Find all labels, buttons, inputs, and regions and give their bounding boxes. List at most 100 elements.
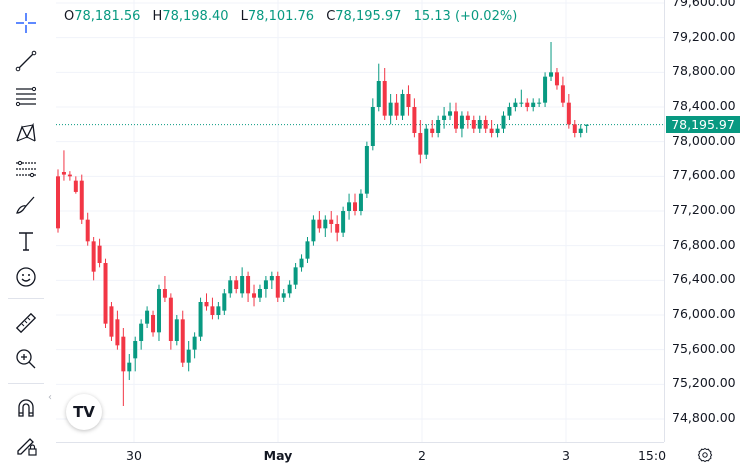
time-tick-label: 2 xyxy=(418,448,426,463)
low-value: 78,101.76 xyxy=(247,9,315,24)
candle-body xyxy=(216,306,221,315)
magnet-icon[interactable] xyxy=(8,394,44,424)
candle-body xyxy=(477,120,482,129)
candle-body xyxy=(56,176,60,229)
price-tick-label: 78,800.00 xyxy=(672,63,736,79)
candle-body xyxy=(234,280,239,289)
candle-body xyxy=(299,258,304,268)
candle-body xyxy=(246,276,251,294)
fib-retracement-icon[interactable] xyxy=(8,82,44,112)
time-tick-label: 3 xyxy=(562,448,570,463)
open-label: O xyxy=(64,9,75,24)
price-tick-label: 76,000.00 xyxy=(672,306,736,321)
candle-body xyxy=(394,102,399,116)
tradingview-logo[interactable]: TV xyxy=(66,394,102,430)
candle-body xyxy=(501,115,506,129)
chart-settings-icon[interactable] xyxy=(697,447,713,463)
candle-body xyxy=(537,102,542,104)
candle-body xyxy=(192,336,197,350)
toolbar-divider xyxy=(8,383,44,384)
candle-body xyxy=(560,85,565,103)
candle-body xyxy=(240,276,245,294)
candle-body xyxy=(61,172,66,175)
low-label: L xyxy=(240,9,248,24)
candle-body xyxy=(317,219,322,229)
candle-body xyxy=(91,241,96,272)
candle-body xyxy=(257,289,262,298)
zoom-icon[interactable] xyxy=(8,344,44,374)
price-tick-label: 77,600.00 xyxy=(672,167,736,183)
candle-body xyxy=(228,280,233,294)
lock-draw-icon[interactable] xyxy=(8,430,44,460)
brush-icon[interactable] xyxy=(8,190,44,220)
candle-body xyxy=(281,293,286,298)
high-label: H xyxy=(152,9,163,24)
candle-body xyxy=(507,107,512,116)
candle-body xyxy=(162,289,167,298)
trend-line-icon[interactable] xyxy=(8,46,44,76)
candle-body xyxy=(293,267,298,285)
candle-body xyxy=(448,111,453,116)
candle-body xyxy=(73,180,78,192)
price-tick-label: 77,200.00 xyxy=(672,202,736,217)
toolbar-divider xyxy=(8,298,44,299)
candle-body xyxy=(584,124,589,126)
candle-body xyxy=(180,319,185,363)
candle-body xyxy=(79,180,84,220)
candle-body xyxy=(358,193,363,211)
candle-body xyxy=(341,211,346,233)
current-price-tag: 78,195.97 xyxy=(666,116,740,133)
candle-body xyxy=(531,102,536,107)
candle-body xyxy=(210,306,215,315)
candle-body xyxy=(549,72,554,77)
candle-body xyxy=(275,276,280,298)
candle-body xyxy=(459,115,464,129)
candle-body xyxy=(145,310,150,324)
candle-body xyxy=(353,202,357,211)
close-label: C xyxy=(326,9,336,24)
emoji-icon[interactable] xyxy=(8,262,44,292)
open-value: 78,181.56 xyxy=(74,9,141,24)
candle-body xyxy=(156,289,161,333)
text-icon[interactable] xyxy=(8,226,44,256)
candle-body xyxy=(97,245,102,263)
price-tick-label: 75,600.00 xyxy=(672,340,736,356)
candle-body xyxy=(566,102,571,125)
candle-body xyxy=(335,224,340,233)
price-tick-label: 74,800.00 xyxy=(672,410,736,425)
high-value: 78,198.40 xyxy=(162,9,229,24)
candle-body xyxy=(572,124,577,133)
candle-body xyxy=(186,349,191,363)
candle-body xyxy=(109,306,114,337)
candle-body xyxy=(495,128,500,133)
pattern-icon[interactable] xyxy=(8,118,44,148)
candle-body xyxy=(424,128,429,155)
ruler-icon[interactable] xyxy=(8,308,44,338)
candle-body xyxy=(133,341,138,359)
candle-body xyxy=(364,146,369,194)
time-tick-label: May xyxy=(263,448,293,463)
candle-body xyxy=(252,293,257,298)
price-tick-label: 79,200.00 xyxy=(672,28,736,44)
candle-body xyxy=(442,115,447,120)
candle-body xyxy=(388,102,393,116)
forecast-icon[interactable] xyxy=(8,154,44,184)
time-tick-label: 30 xyxy=(126,448,142,463)
candle-body xyxy=(323,219,328,229)
candle-body xyxy=(347,202,352,211)
close-value: 78,195.97 xyxy=(335,9,402,24)
candle-body xyxy=(489,128,494,133)
candle-body xyxy=(400,94,405,116)
crosshair-icon[interactable] xyxy=(8,8,44,38)
candle-body xyxy=(174,319,179,341)
time-tick-label: 15:0 xyxy=(637,448,667,463)
collapse-toolbar-arrow[interactable]: ‹ xyxy=(48,392,52,403)
candle-body xyxy=(554,72,559,86)
candle-body xyxy=(222,293,227,311)
candle-body xyxy=(436,120,441,133)
price-tick-label: 76,800.00 xyxy=(672,236,736,252)
ohlc-legend: O78,181.56 H78,198.40 L78,101.76 C78,195… xyxy=(64,9,525,24)
candle-body xyxy=(103,263,108,324)
candle-body xyxy=(483,120,488,129)
